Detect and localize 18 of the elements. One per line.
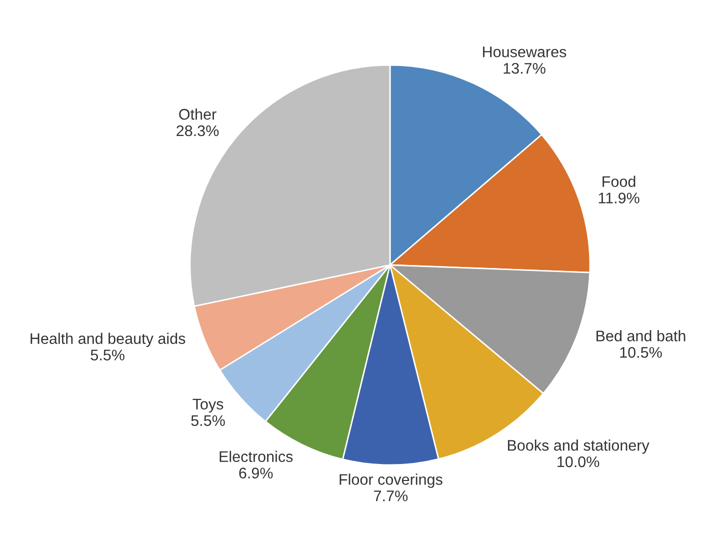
data-label: 6.9%	[239, 468, 273, 478]
slice-label: Food	[602, 176, 636, 187]
slice-label: Floor coverings	[340, 474, 442, 488]
data-label: 10.5%	[620, 347, 662, 358]
slice-label: Other	[179, 108, 216, 120]
data-label: 5.5%	[90, 350, 124, 360]
data-label: 10.0%	[558, 456, 600, 468]
data-label: 5.5%	[191, 415, 225, 426]
slice-label: Toys	[192, 398, 224, 413]
slice-label: Health and beauty aids	[30, 332, 186, 348]
slice-label: Bed and bath	[596, 330, 686, 342]
slice-label: Housewares	[483, 46, 566, 58]
data-label: 7.7%	[374, 490, 408, 502]
data-label: 28.3%	[176, 125, 219, 136]
data-label: 13.7%	[504, 62, 546, 74]
data-label: 11.9%	[598, 192, 640, 204]
slice-label: Books and stationery	[508, 440, 650, 454]
slice-label: Electronics	[220, 450, 293, 462]
